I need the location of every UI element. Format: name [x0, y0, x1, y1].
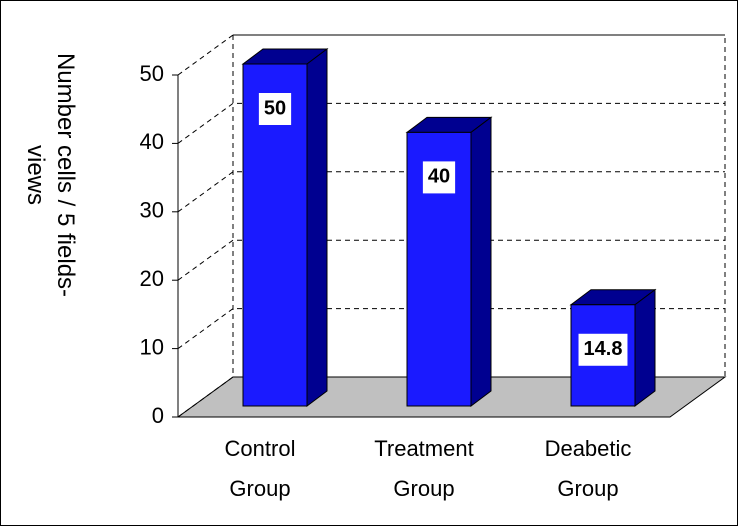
data-label: 50 [264, 97, 286, 119]
grid-line [177, 102, 725, 144]
data-label-box [258, 93, 292, 125]
y-tick-label: 30 [140, 198, 164, 223]
y-axis-title: Number cells / 5 fields-views [22, 52, 79, 298]
grid-line [177, 34, 725, 76]
data-label: 14.8 [584, 338, 623, 360]
y-tick-label: 0 [152, 403, 164, 428]
wall-edge [233, 34, 726, 377]
y-tick-label: 10 [140, 334, 164, 359]
x-tick-label: Control Group [224, 436, 296, 501]
grid-line [177, 239, 725, 281]
grid-line [177, 171, 725, 213]
bar-side [470, 116, 492, 407]
grid-line [177, 376, 725, 418]
data-label: 40 [428, 166, 450, 188]
data-label-box [578, 333, 628, 366]
x-tick-label: Deabetic Group [544, 436, 632, 501]
grid-line [177, 308, 725, 350]
data-label-box [422, 161, 456, 194]
y-tick-label: 50 [140, 61, 164, 86]
bar-side [634, 288, 656, 407]
y-tick-label: 20 [140, 266, 164, 291]
x-tick-label: Treatment Group [374, 436, 474, 501]
y-tick-label: 40 [140, 129, 164, 154]
bar-side [306, 48, 328, 407]
